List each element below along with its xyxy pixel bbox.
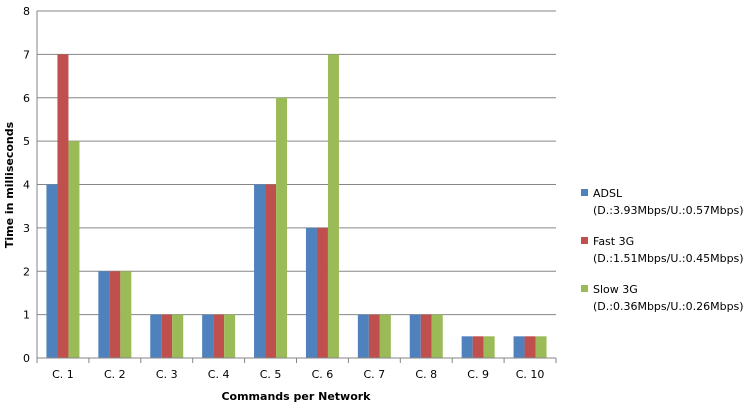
bar-adsl [46,184,58,358]
x-tick-label: C. 7 [364,368,386,381]
bar-fast-3g [316,227,328,358]
bar-adsl [409,314,421,358]
bar-fast-3g [213,314,225,358]
bar-slow-3g [276,97,288,358]
x-tick-label: C. 5 [260,368,282,381]
y-tick-label: 8 [23,5,30,18]
y-tick-label: 3 [23,222,30,235]
y-tick-label: 5 [23,135,30,148]
y-tick-label: 2 [23,265,30,278]
bar-fast-3g [57,54,69,358]
bars [46,54,547,358]
legend-detail: (D.:0.36Mbps/U.:0.26Mbps) [593,300,744,313]
gridlines [37,10,556,316]
bar-fast-3g [368,314,380,358]
x-tick-label: C. 2 [104,368,126,381]
y-tick-label: 4 [23,179,30,192]
bar-adsl [202,314,214,358]
x-tick-label: C. 10 [516,368,545,381]
bar-slow-3g [379,314,391,358]
bar-adsl [98,271,110,358]
legend-label: Slow 3G [593,283,638,296]
bar-slow-3g [120,271,132,358]
legend-label: Fast 3G [593,235,634,248]
legend-detail: (D.:3.93Mbps/U.:0.57Mbps) [593,204,744,217]
y-tick-label: 7 [23,48,30,61]
legend-swatch [581,285,588,292]
x-tick-label: C. 3 [156,368,178,381]
bar-adsl [357,314,369,358]
bar-adsl [461,336,473,358]
bar-fast-3g [524,336,536,358]
y-tick-label: 6 [23,92,30,105]
y-tick-label: 0 [23,352,30,365]
x-tick-label: C. 8 [415,368,437,381]
bar-fast-3g [265,184,277,358]
legend-detail: (D.:1.51Mbps/U.:0.45Mbps) [593,252,744,265]
legend: ADSL (D.:3.93Mbps/U.:0.57Mbps) Fast 3G (D.:… [581,187,744,313]
x-tick-label: C. 1 [52,368,74,381]
bar-slow-3g [431,314,443,358]
bar-fast-3g [472,336,484,358]
bar-adsl [305,227,317,358]
bar-adsl [513,336,525,358]
bar-fast-3g [420,314,432,358]
legend-label: ADSL [593,187,623,200]
bar-fast-3g [161,314,173,358]
y-axis-title: Time in milliseconds [3,121,16,248]
bar-slow-3g [68,141,80,358]
x-tick-label: C. 4 [208,368,230,381]
bar-slow-3g [535,336,547,358]
x-tick-label: C. 9 [467,368,489,381]
x-axis-title: Commands per Network [221,390,371,403]
legend-swatch [581,237,588,244]
bar-fast-3g [109,271,121,358]
bar-slow-3g [224,314,236,358]
bar-adsl [150,314,162,358]
axes: 0 1 2 3 4 5 6 7 8 C. 1 C. 2 C. 3 C. 4 C. 5 C. 6 C. 7 C. … [23,5,557,381]
bar-slow-3g [172,314,184,358]
bar-slow-3g [327,54,339,358]
x-tick-label: C. 6 [312,368,334,381]
y-tick-label: 1 [23,309,30,322]
legend-swatch [581,189,588,196]
bar-adsl [254,184,266,358]
bar-slow-3g [483,336,495,358]
